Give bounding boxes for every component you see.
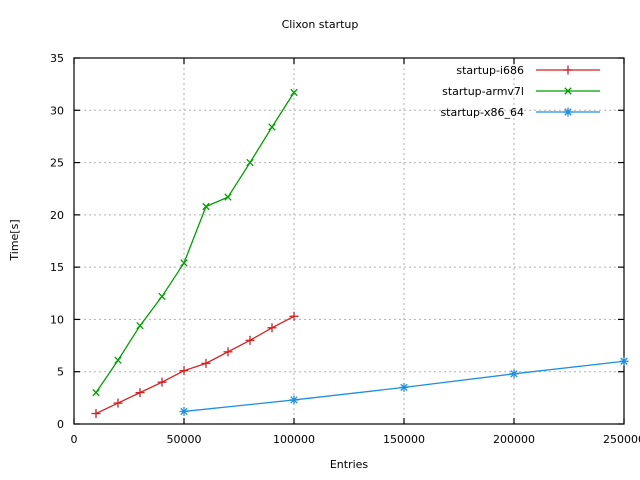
y-tick-label: 25 — [50, 157, 64, 170]
legend-label-startup-armv7l: startup-armv7l — [442, 85, 524, 98]
data-point-marker-plus — [245, 335, 255, 345]
plot-border — [73, 57, 625, 425]
data-point-marker-plus — [563, 65, 573, 75]
data-point-marker-star — [399, 382, 409, 392]
data-point-marker-plus — [91, 409, 101, 419]
gridlines — [74, 58, 624, 424]
data-point-marker-plus — [157, 377, 167, 387]
data-point-marker-plus — [201, 358, 211, 368]
data-point-marker-cross — [246, 158, 254, 167]
data-point-marker-cross — [158, 292, 166, 301]
legend-label-startup-i686: startup-i686 — [456, 64, 524, 77]
data-point-marker-star — [619, 356, 629, 366]
x-axis-label: Entries — [330, 458, 369, 471]
data-point-marker-cross — [114, 356, 122, 364]
data-point-marker-plus — [135, 388, 145, 398]
data-point-marker-cross — [290, 88, 298, 97]
y-tick-label: 35 — [50, 52, 64, 65]
data-point-marker-star — [289, 395, 299, 405]
data-point-marker-cross — [202, 202, 210, 211]
y-tick-label: 30 — [50, 104, 64, 117]
series-startup-i686 — [91, 311, 299, 419]
data-point-marker-cross — [180, 259, 188, 267]
data-point-marker-cross — [268, 123, 276, 131]
series-line — [95, 92, 295, 393]
y-tick-label: 0 — [57, 418, 64, 431]
series-layer — [91, 88, 629, 419]
y-axis-label: Time[s] — [8, 219, 21, 261]
x-tick-label: 0 — [71, 433, 78, 446]
data-point-marker-cross — [564, 87, 572, 95]
series-startup-armv7l — [92, 88, 298, 397]
data-point-marker-cross — [136, 322, 144, 330]
data-point-marker-star — [563, 107, 573, 117]
data-point-marker-plus — [179, 366, 189, 376]
chart-legend: startup-i686 startup-armv7l startup-x86_64 — [440, 64, 600, 119]
data-point-marker-plus — [289, 311, 299, 321]
data-point-marker-cross — [92, 388, 100, 397]
x-tick-label: 150000 — [383, 433, 425, 446]
data-point-marker-star — [179, 406, 189, 416]
data-point-marker-plus — [223, 347, 233, 357]
data-point-marker-star — [509, 369, 519, 379]
legend-label-startup-x86_64: startup-x86_64 — [440, 106, 524, 119]
x-tick-label: 50000 — [167, 433, 202, 446]
x-tick-label: 100000 — [273, 433, 315, 446]
y-tick-label: 20 — [50, 209, 64, 222]
series-startup-x86_64 — [179, 356, 629, 416]
y-tick-labels: 0 5 10 15 20 25 30 35 — [50, 52, 64, 431]
series-line — [95, 315, 295, 415]
data-point-marker-cross — [224, 193, 232, 201]
y-tick-label: 5 — [57, 366, 64, 379]
x-tick-label: 200000 — [493, 433, 535, 446]
data-point-marker-plus — [267, 323, 277, 333]
chart-title: Clixon startup — [282, 18, 359, 31]
y-tick-label: 10 — [50, 313, 64, 326]
data-point-marker-plus — [113, 398, 123, 408]
y-tick-label: 15 — [50, 261, 64, 274]
